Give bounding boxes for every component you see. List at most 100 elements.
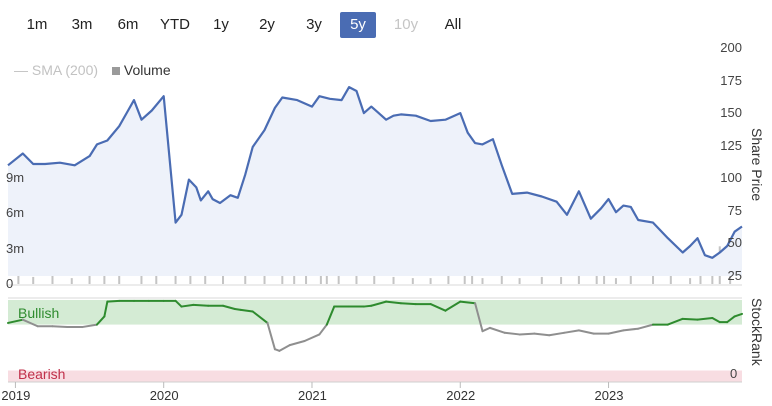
- stockrank-line-segment: [488, 326, 506, 334]
- stockrank-line-segment: [607, 329, 625, 335]
- stockrank-line-segment: [81, 323, 98, 329]
- range-button-ytd[interactable]: YTD: [160, 16, 190, 33]
- price-area: [8, 87, 742, 276]
- stockrank-line-segment: [503, 331, 521, 336]
- volume-bar: [103, 274, 106, 284]
- stockrank-line-segment: [711, 317, 721, 324]
- year-tick-label: 2020: [149, 388, 179, 403]
- volume-bar: [51, 273, 54, 284]
- range-button-6m[interactable]: 6m: [117, 16, 139, 33]
- share-price-axis-title: Share Price: [749, 128, 765, 202]
- volume-bar: [355, 275, 358, 284]
- stockrank-line-segment: [637, 323, 655, 330]
- stockrank-line-segment: [239, 308, 254, 313]
- volume-bar: [155, 273, 158, 284]
- range-button-all[interactable]: All: [444, 16, 462, 33]
- volume-bar: [447, 274, 450, 284]
- volume-bar: [699, 273, 702, 284]
- stockrank-line-segment: [696, 317, 714, 321]
- year-tick-label: 2021: [297, 388, 327, 403]
- price-tick-label: 175: [720, 72, 742, 88]
- volume-bar: [560, 276, 563, 284]
- volume-bar: [614, 278, 617, 284]
- volume-bar: [337, 268, 340, 284]
- stockrank-line-segment: [318, 323, 328, 336]
- stockrank-line-segment: [622, 327, 640, 332]
- volume-bar: [392, 276, 395, 284]
- volume-bar: [118, 272, 121, 284]
- volume-bar: [518, 278, 521, 284]
- stockrank-line-segment: [429, 303, 447, 312]
- stockrank-line-segment: [103, 300, 109, 318]
- volume-tick-label: 3m: [6, 240, 25, 256]
- stockrank-line-segment: [222, 304, 236, 311]
- range-button-2y[interactable]: 2y: [259, 16, 275, 33]
- price-tick-label: 25: [727, 268, 742, 283]
- year-tick-label: 2022: [446, 388, 476, 403]
- stockrank-line-segment: [733, 312, 743, 318]
- price-line: [7, 86, 743, 259]
- price-tick-label: 125: [720, 137, 742, 153]
- stockrank-line-segment: [726, 315, 736, 324]
- volume-bar: [293, 275, 296, 284]
- volume-bar: [411, 278, 414, 284]
- volume-bar: [729, 269, 732, 284]
- volume-bar: [70, 278, 73, 284]
- volume-bar: [32, 276, 35, 284]
- stockrank-line-segment: [7, 318, 24, 324]
- volume-bar: [140, 269, 143, 284]
- stockrank-line-segment: [106, 299, 121, 303]
- price-tick-label: 75: [727, 202, 742, 218]
- range-button-3y[interactable]: 3y: [306, 16, 322, 33]
- stockrank-line-segment: [444, 300, 462, 312]
- volume-bar: [481, 278, 484, 284]
- stockrank-line-segment: [180, 303, 195, 308]
- volume-bar: [577, 275, 580, 284]
- range-button-1m[interactable]: 1m: [26, 16, 48, 33]
- stockrank-line-segment: [21, 318, 39, 328]
- volume-bar: [222, 271, 225, 284]
- volume-bar: [689, 278, 692, 284]
- year-tick-label: 2023: [594, 388, 624, 403]
- stockrank-line-segment: [666, 317, 684, 326]
- range-button-10y[interactable]: 10y: [393, 16, 419, 33]
- stockrank-line-segment: [577, 329, 595, 335]
- bullish-zone-label: Bullish: [18, 305, 60, 321]
- stockrank-line-segment: [95, 315, 106, 326]
- price-tick-label: 100: [720, 170, 742, 186]
- stockrank-line-segment: [681, 317, 699, 321]
- price-tick-label: 50: [727, 235, 742, 251]
- stockrank-line-segment: [459, 300, 477, 305]
- stockrank-line-segment: [385, 300, 402, 305]
- year-tick-label: 2019: [1, 388, 31, 403]
- stockrank-line-segment: [278, 344, 291, 352]
- legend-sma-label: SMA (200): [31, 62, 99, 78]
- volume-bar: [669, 274, 672, 284]
- price-tick-label: 150: [720, 105, 742, 121]
- stockrank-axis-title: StockRank: [749, 298, 765, 366]
- legend-volume-swatch: [111, 66, 120, 75]
- range-button-1y[interactable]: 1y: [213, 16, 229, 33]
- volume-bar: [189, 269, 192, 284]
- volume-bar: [629, 274, 632, 284]
- volume-bar: [263, 272, 266, 284]
- stockrank-line-segment: [370, 300, 388, 307]
- range-button-5y[interactable]: 5y: [340, 12, 376, 38]
- volume-bar: [244, 275, 247, 284]
- chart-legend: — SMA (200) Volume: [14, 62, 171, 78]
- stockrank-line-segment: [481, 326, 491, 333]
- stockrank-line-segment: [192, 303, 210, 307]
- legend-volume-label[interactable]: Volume: [123, 62, 171, 78]
- volume-bar: [540, 276, 543, 284]
- stockrank-line-segment: [251, 310, 269, 324]
- stockrank-line-segment: [266, 321, 276, 351]
- volume-tick-label: 6m: [6, 205, 25, 221]
- volume-tick-label: 9m: [6, 170, 25, 185]
- volume-bar: [305, 268, 308, 284]
- price-tick-label: 200: [720, 40, 742, 55]
- stockrank-line-segment: [288, 340, 306, 347]
- stockrank-line-segment: [399, 302, 417, 306]
- stockrank-zero-label: 0: [730, 366, 738, 381]
- range-button-3m[interactable]: 3m: [71, 16, 93, 33]
- legend-sma[interactable]: — SMA (200): [14, 62, 99, 78]
